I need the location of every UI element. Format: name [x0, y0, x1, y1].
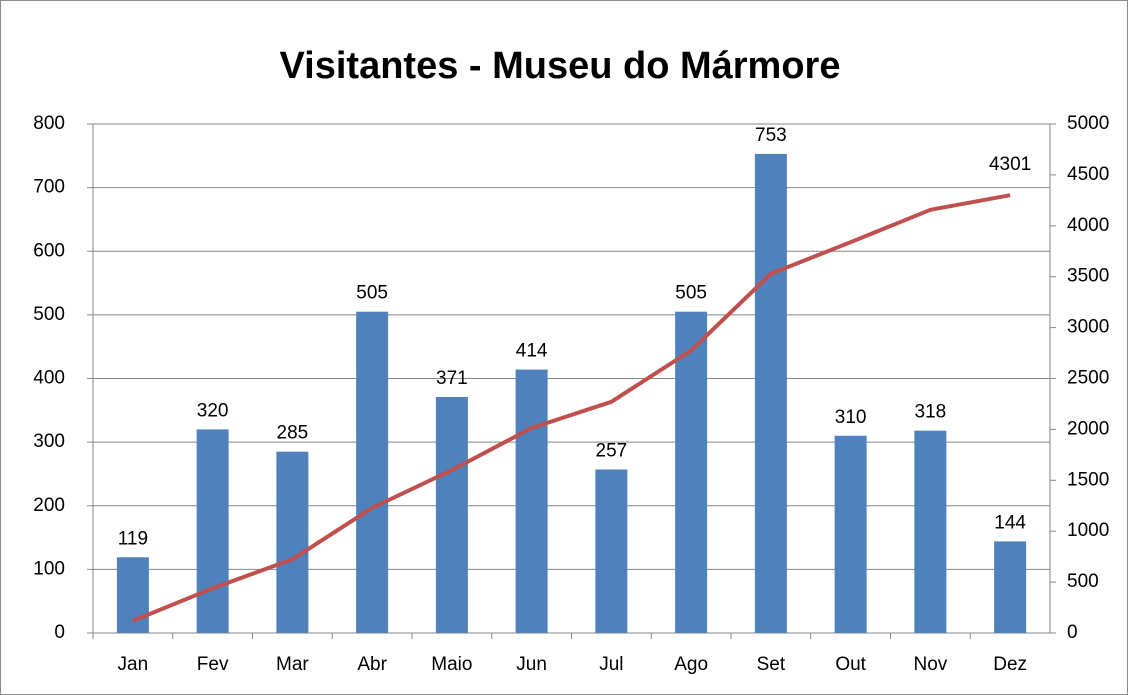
y2-tick-label: 2000: [1067, 418, 1109, 439]
y2-tick-label: 3500: [1067, 266, 1109, 287]
data-label: 753: [755, 125, 787, 146]
bar: [276, 451, 309, 633]
y2-tick-label: 4000: [1067, 215, 1109, 236]
bar: [435, 396, 468, 633]
x-tick-label: Dez: [993, 654, 1027, 675]
data-label: 318: [915, 402, 947, 423]
y2-tick-label: 5000: [1067, 113, 1109, 134]
y-tick-label: 0: [54, 622, 65, 643]
x-tick-label: Out: [835, 654, 866, 675]
data-label: 320: [197, 400, 229, 421]
data-label: 371: [436, 368, 468, 389]
bar: [515, 369, 548, 633]
data-label: 285: [277, 423, 309, 444]
y2-tick-label: 3000: [1067, 317, 1109, 338]
bar: [595, 469, 628, 633]
x-tick-label: Maio: [431, 654, 472, 675]
y2-tick-label: 1500: [1067, 469, 1109, 490]
data-label: 119: [118, 528, 148, 549]
x-tick-label: Jan: [118, 654, 149, 675]
bar: [675, 311, 708, 633]
x-tick-label: Jul: [599, 654, 623, 675]
y-tick-label: 200: [33, 495, 65, 516]
y-tick-label: 100: [33, 558, 65, 579]
y2-tick-label: 2500: [1067, 368, 1109, 389]
y2-tick-label: 0: [1067, 622, 1078, 643]
x-tick-label: Mar: [276, 654, 309, 675]
data-label: 144: [994, 512, 1026, 533]
line: [132, 193, 1011, 623]
data-label: 505: [356, 283, 388, 304]
y-tick-label: 800: [33, 113, 65, 134]
bar: [834, 435, 867, 633]
x-tick-label: Ago: [674, 654, 708, 675]
bar: [356, 311, 389, 633]
data-label: 4301: [989, 154, 1031, 175]
y2-tick-label: 1000: [1067, 520, 1109, 541]
x-tick-label: Abr: [357, 654, 387, 675]
data-label: 414: [516, 341, 548, 362]
y-tick-label: 300: [33, 431, 65, 452]
y-tick-label: 600: [33, 240, 65, 261]
bar: [914, 430, 947, 633]
y-tick-label: 700: [33, 177, 65, 198]
x-tick-label: Jun: [516, 654, 547, 675]
x-tick-label: Nov: [913, 654, 947, 675]
bar: [994, 541, 1027, 633]
y-tick-label: 400: [33, 368, 65, 389]
data-label: 310: [835, 407, 867, 428]
y2-tick-label: 500: [1067, 571, 1099, 592]
data-label: 505: [675, 283, 707, 304]
y2-tick-label: 4500: [1067, 164, 1109, 185]
bar: [116, 557, 149, 633]
bar: [754, 153, 787, 633]
x-tick-label: Fev: [197, 654, 229, 675]
bar: [196, 429, 229, 633]
data-label: 257: [596, 440, 628, 461]
x-tick-label: Set: [757, 654, 786, 675]
y-tick-label: 500: [33, 304, 65, 325]
chart-title: Visitantes - Museu do Mármore: [280, 45, 841, 87]
